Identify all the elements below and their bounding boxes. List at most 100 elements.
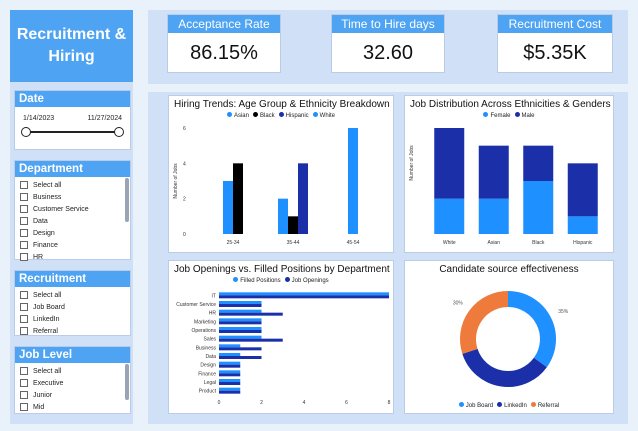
kpi-value: 32.60 [362,42,414,64]
donut-slice [462,348,547,387]
checkbox[interactable] [20,327,28,335]
y-tick-label: 0 [183,232,186,238]
department-option[interactable]: Select all [15,179,130,191]
checkbox[interactable] [20,315,28,323]
legend-item-referral[interactable]: Referral [530,402,559,409]
legend-item-linkedin[interactable]: LinkedIn [497,402,527,409]
checkbox[interactable] [20,303,28,311]
chart-legend: Job Board LinkedIn Referral [405,402,613,409]
legend-item-openings[interactable]: Job Openings [284,277,329,284]
checkbox[interactable] [20,193,28,201]
chart-title: Candidate source effectiveness [439,264,579,275]
slice-label: 35% [558,309,569,315]
source-effectiveness-chart: Candidate source effectiveness 35%35%30%… [404,260,614,414]
legend-item-job-board[interactable]: Job Board [458,402,493,409]
bar [223,181,233,234]
chart-title: Hiring Trends: Age Group & Ethnicity Bre… [174,99,390,110]
y-tick-label: IT [212,293,216,299]
checkbox[interactable] [20,391,28,399]
date-range-slider[interactable] [21,124,124,140]
bar [219,361,241,365]
source-option[interactable]: Referral [15,325,130,337]
y-tick-label: Sales [203,337,216,343]
bar [219,321,262,325]
bar [219,295,389,299]
bar [219,347,262,351]
date-start[interactable]: 1/14/2023 [23,115,55,122]
hiring-trends-plot: Number of Jobs 0 2 4 6 25-34 35-44 45-54 [173,126,360,246]
chart-title: Job Distribution Across Ethnicities & Ge… [410,99,611,110]
level-option[interactable]: Select all [15,365,130,377]
x-tick-label: 4 [303,400,306,406]
department-slicer: Department Select all Business Customer … [14,160,131,263]
level-option[interactable]: Mid [15,401,130,413]
x-tick-label: Hispanic [573,240,593,246]
x-tick-label: 6 [345,400,348,406]
x-tick-label: Asian [487,240,500,246]
y-tick-label: 6 [183,126,186,132]
checkbox[interactable] [20,291,28,299]
kpi-card-recruitment-cost: Recruitment Cost $5.35K [497,14,613,73]
bar [219,304,262,307]
legend-item-black[interactable]: Black [252,112,275,119]
checkbox[interactable] [20,379,28,387]
legend-item-male[interactable]: Male [514,112,535,119]
level-scrollbar[interactable] [125,364,129,400]
legend-item-filled[interactable]: Filled Positions [233,277,281,284]
legend-item-hispanic[interactable]: Hispanic [278,112,309,119]
checkbox[interactable] [20,181,28,189]
date-slicer: Date 1/14/2023 11/27/2024 [14,90,131,150]
legend-item-white[interactable]: White [312,112,335,119]
bar [219,356,262,359]
legend-item-female[interactable]: Female [483,112,511,119]
checkbox[interactable] [20,217,28,225]
bar [298,163,308,234]
kpi-label: Recruitment Cost [498,15,612,33]
source-option[interactable]: LinkedIn [15,313,130,325]
checkbox[interactable] [20,205,28,213]
y-tick-label: Operations [192,328,217,334]
bar [434,128,465,199]
level-option[interactable]: Executive [15,377,130,389]
x-tick-label: Black [532,240,545,246]
department-option[interactable]: HR [15,251,130,263]
department-option[interactable]: Customer Service [15,203,130,215]
date-slider-start-handle[interactable] [21,127,31,137]
bar [219,335,262,339]
bar [567,163,598,217]
y-tick-label: 2 [183,197,186,203]
department-option[interactable]: Finance [15,239,130,251]
checkbox[interactable] [20,367,28,375]
level-slicer-label: Job Level [15,347,130,363]
bar [219,344,241,348]
date-slider-end-handle[interactable] [114,127,124,137]
bar [348,128,358,234]
checkbox[interactable] [20,403,28,411]
department-option[interactable]: Design [15,227,130,239]
x-tick-label: White [443,240,456,246]
bar [219,382,241,385]
department-scrollbar[interactable] [125,178,129,222]
kpi-card-time-to-hire: Time to Hire days 32.60 [331,14,445,73]
legend-item-asian[interactable]: Asian [226,112,249,119]
date-slicer-label: Date [15,91,130,107]
kpi-value: 86.15% [190,42,258,64]
openings-vs-filled-chart: Job Openings vs. Filled Positions by Dep… [168,260,394,414]
level-slicer: Job Level Select all Executive Junior Mi… [14,346,131,414]
checkbox[interactable] [20,241,28,249]
department-option[interactable]: Data [15,215,130,227]
date-end[interactable]: 11/27/2024 [87,115,122,122]
bar [219,338,283,342]
x-tick-label: 8 [388,400,391,406]
chart-legend: Asian Black Hispanic White [169,112,393,119]
openings-vs-filled-plot: IT Customer Service HR Marketing Operations S… [176,292,391,406]
y-tick-label: Customer Service [176,302,216,308]
level-option[interactable]: Junior [15,389,130,401]
bar [219,379,241,382]
source-option[interactable]: Select all [15,289,130,301]
department-option[interactable]: Business [15,191,130,203]
source-option[interactable]: Job Board [15,301,130,313]
checkbox[interactable] [20,253,28,261]
checkbox[interactable] [20,229,28,237]
chart-title: Job Openings vs. Filled Positions by Dep… [174,264,390,275]
